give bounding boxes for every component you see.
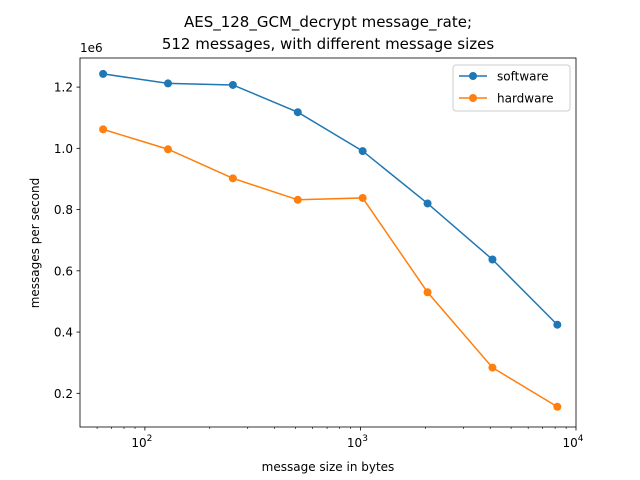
plot-area: 102 103 104 0.2 0.4 0.6 0.8 1.0 1.2 xyxy=(54,57,584,450)
y-tick-label: 1.2 xyxy=(54,81,73,95)
legend: software hardware xyxy=(452,64,571,112)
y-axis-label: messages per second xyxy=(28,178,42,309)
series-line-software xyxy=(103,73,558,326)
data-point-software xyxy=(423,199,432,208)
legend-label-software: software xyxy=(497,70,549,84)
data-point-hardware xyxy=(488,363,497,372)
legend-marker-software xyxy=(469,72,477,80)
legend-marker-hardware xyxy=(469,94,477,102)
data-point-software xyxy=(488,255,497,264)
y-tick-label: 0.6 xyxy=(54,264,73,278)
data-point-hardware xyxy=(228,174,237,183)
data-point-hardware xyxy=(553,402,562,411)
series-line-hardware xyxy=(102,128,558,408)
data-point-software xyxy=(228,80,237,89)
data-point-hardware xyxy=(423,288,432,297)
chart-title-line-2: 512 messages, with different message siz… xyxy=(162,35,494,53)
x-tick-label: 104 xyxy=(562,434,583,450)
chart-title-line-1: AES_128_GCM_decrypt message_rate; xyxy=(184,13,472,32)
y-tick-label: 0.8 xyxy=(54,203,73,217)
data-point-software xyxy=(293,108,302,117)
legend-label-hardware: hardware xyxy=(497,92,554,106)
data-point-hardware xyxy=(358,193,367,202)
x-tick-label: 103 xyxy=(347,434,368,450)
data-point-software xyxy=(163,79,172,88)
y-tick-label: 1.0 xyxy=(54,142,73,156)
data-point-software xyxy=(553,320,562,329)
x-tick-label: 102 xyxy=(131,434,152,450)
data-point-software xyxy=(358,147,367,156)
data-point-hardware xyxy=(163,145,172,154)
x-axis-label: message size in bytes xyxy=(262,460,395,474)
y-tick-label: 0.2 xyxy=(54,387,73,401)
axes-frame xyxy=(79,57,577,428)
y-tick-label: 0.4 xyxy=(54,326,73,340)
data-point-software xyxy=(99,69,108,78)
data-point-hardware xyxy=(293,195,302,204)
y-offset-label: 1e6 xyxy=(80,41,103,55)
data-point-hardware xyxy=(99,125,108,134)
